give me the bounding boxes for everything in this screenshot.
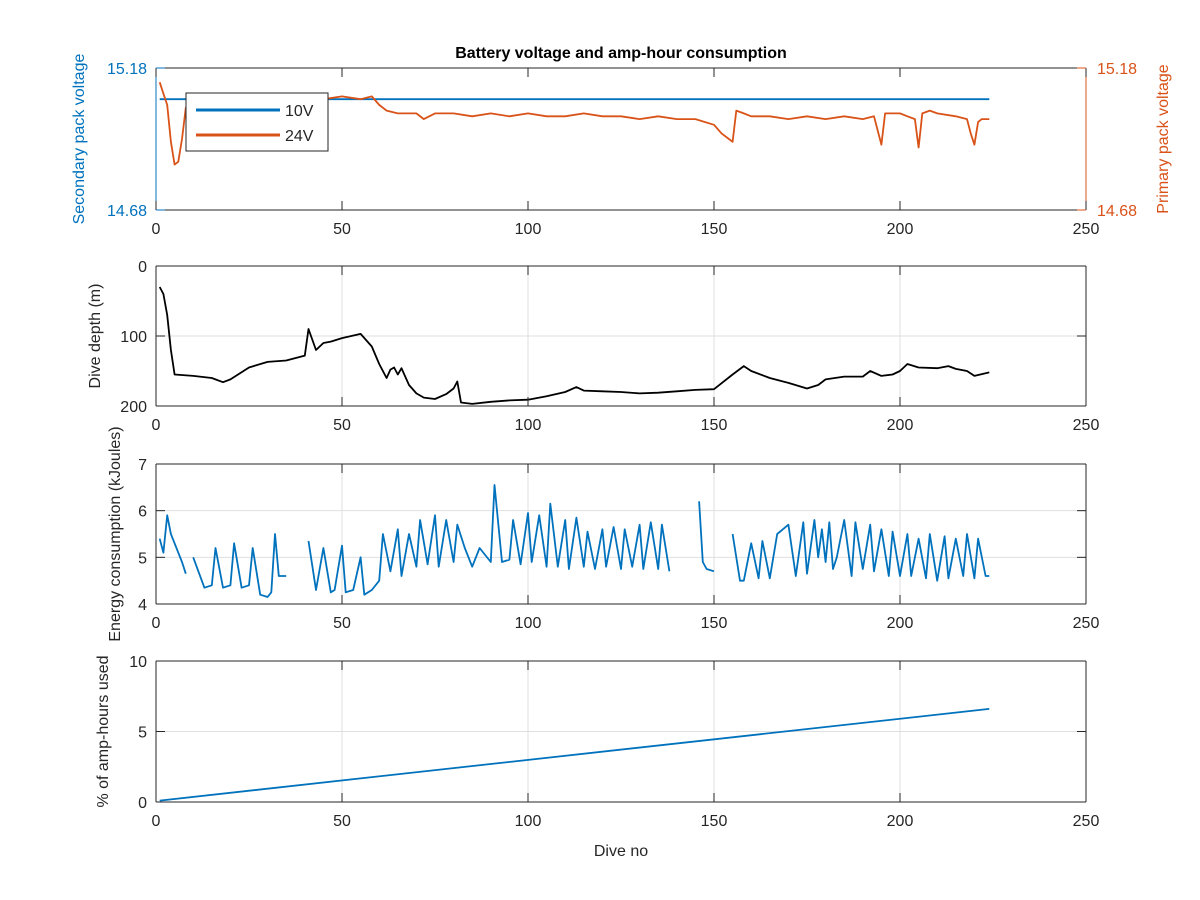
x-axis-label: Dive no <box>594 843 648 860</box>
x-tick-label: 50 <box>333 615 351 632</box>
y-tick-label: 7 <box>138 457 147 474</box>
x-tick-label: 250 <box>1073 417 1100 434</box>
x-tick-label: 0 <box>152 615 161 632</box>
series-line-p3-seg1 <box>158 514 187 574</box>
y-axis-label: Secondary pack voltage <box>71 54 88 225</box>
x-tick-label: 200 <box>887 417 914 434</box>
x-tick-label: 100 <box>515 221 542 238</box>
y-tick-label: 4 <box>138 597 147 614</box>
x-tick-label: 200 <box>887 221 914 238</box>
x-tick-label: 100 <box>515 813 542 830</box>
series-line-p2 <box>158 286 990 405</box>
legend-label-24v: 24V <box>285 128 314 145</box>
x-tick-label: 150 <box>701 417 728 434</box>
y-tick-label: 14.68 <box>107 203 147 220</box>
x-tick-label: 0 <box>152 221 161 238</box>
y-tick-label: 15.18 <box>107 61 147 78</box>
y-tick-label: 0 <box>138 795 147 812</box>
y-tick-label: 100 <box>120 329 147 346</box>
y-tick-label: 5 <box>138 725 147 742</box>
x-tick-label: 200 <box>887 813 914 830</box>
x-tick-label: 250 <box>1073 615 1100 632</box>
series-line-p3-seg2 <box>192 533 287 598</box>
axes-layer <box>155 67 1087 803</box>
y-tick-label: 5 <box>138 550 147 567</box>
x-tick-label: 50 <box>333 221 351 238</box>
x-tick-label: 250 <box>1073 813 1100 830</box>
y-tick-label: 6 <box>138 504 147 521</box>
y-tick-label-right: 15.18 <box>1097 61 1137 78</box>
x-tick-label: 150 <box>701 813 728 830</box>
legend: 10V 24V <box>185 92 329 152</box>
label-layer: 0 50 100 150 200 25014.6815.1814.6815.18Secon… <box>71 54 1172 860</box>
legend-label-10v: 10V <box>285 103 314 120</box>
x-tick-label: 0 <box>152 813 161 830</box>
x-tick-label: 200 <box>887 615 914 632</box>
y-tick-label: 200 <box>120 399 147 416</box>
y-tick-label: 10 <box>129 654 147 671</box>
x-tick-label: 0 <box>152 417 161 434</box>
y-axis-label: % of amp-hours used <box>95 655 112 807</box>
y-axis-label: Dive depth (m) <box>87 284 104 389</box>
x-tick-label: 250 <box>1073 221 1100 238</box>
y-axis-label-right: Primary pack voltage <box>1155 64 1172 213</box>
x-tick-label: 50 <box>333 813 351 830</box>
x-tick-label: 100 <box>515 615 542 632</box>
chart-title: Battery voltage and amp-hour consumption <box>455 45 787 62</box>
x-tick-label: 50 <box>333 417 351 434</box>
series-line-p3-seg3 <box>307 484 671 596</box>
y-tick-label: 0 <box>138 259 147 276</box>
y-axis-label: Energy consumption (kJoules) <box>107 426 124 641</box>
series-line-p3-seg4 <box>698 501 715 573</box>
grid-layer <box>155 265 1087 803</box>
series-layer <box>158 81 990 802</box>
x-tick-label: 100 <box>515 417 542 434</box>
series-line-p4 <box>159 708 990 802</box>
legend-box <box>185 92 329 152</box>
x-tick-label: 150 <box>701 221 728 238</box>
x-tick-label: 150 <box>701 615 728 632</box>
series-line-p3-seg5 <box>731 519 990 582</box>
y-tick-label-right: 14.68 <box>1097 203 1137 220</box>
